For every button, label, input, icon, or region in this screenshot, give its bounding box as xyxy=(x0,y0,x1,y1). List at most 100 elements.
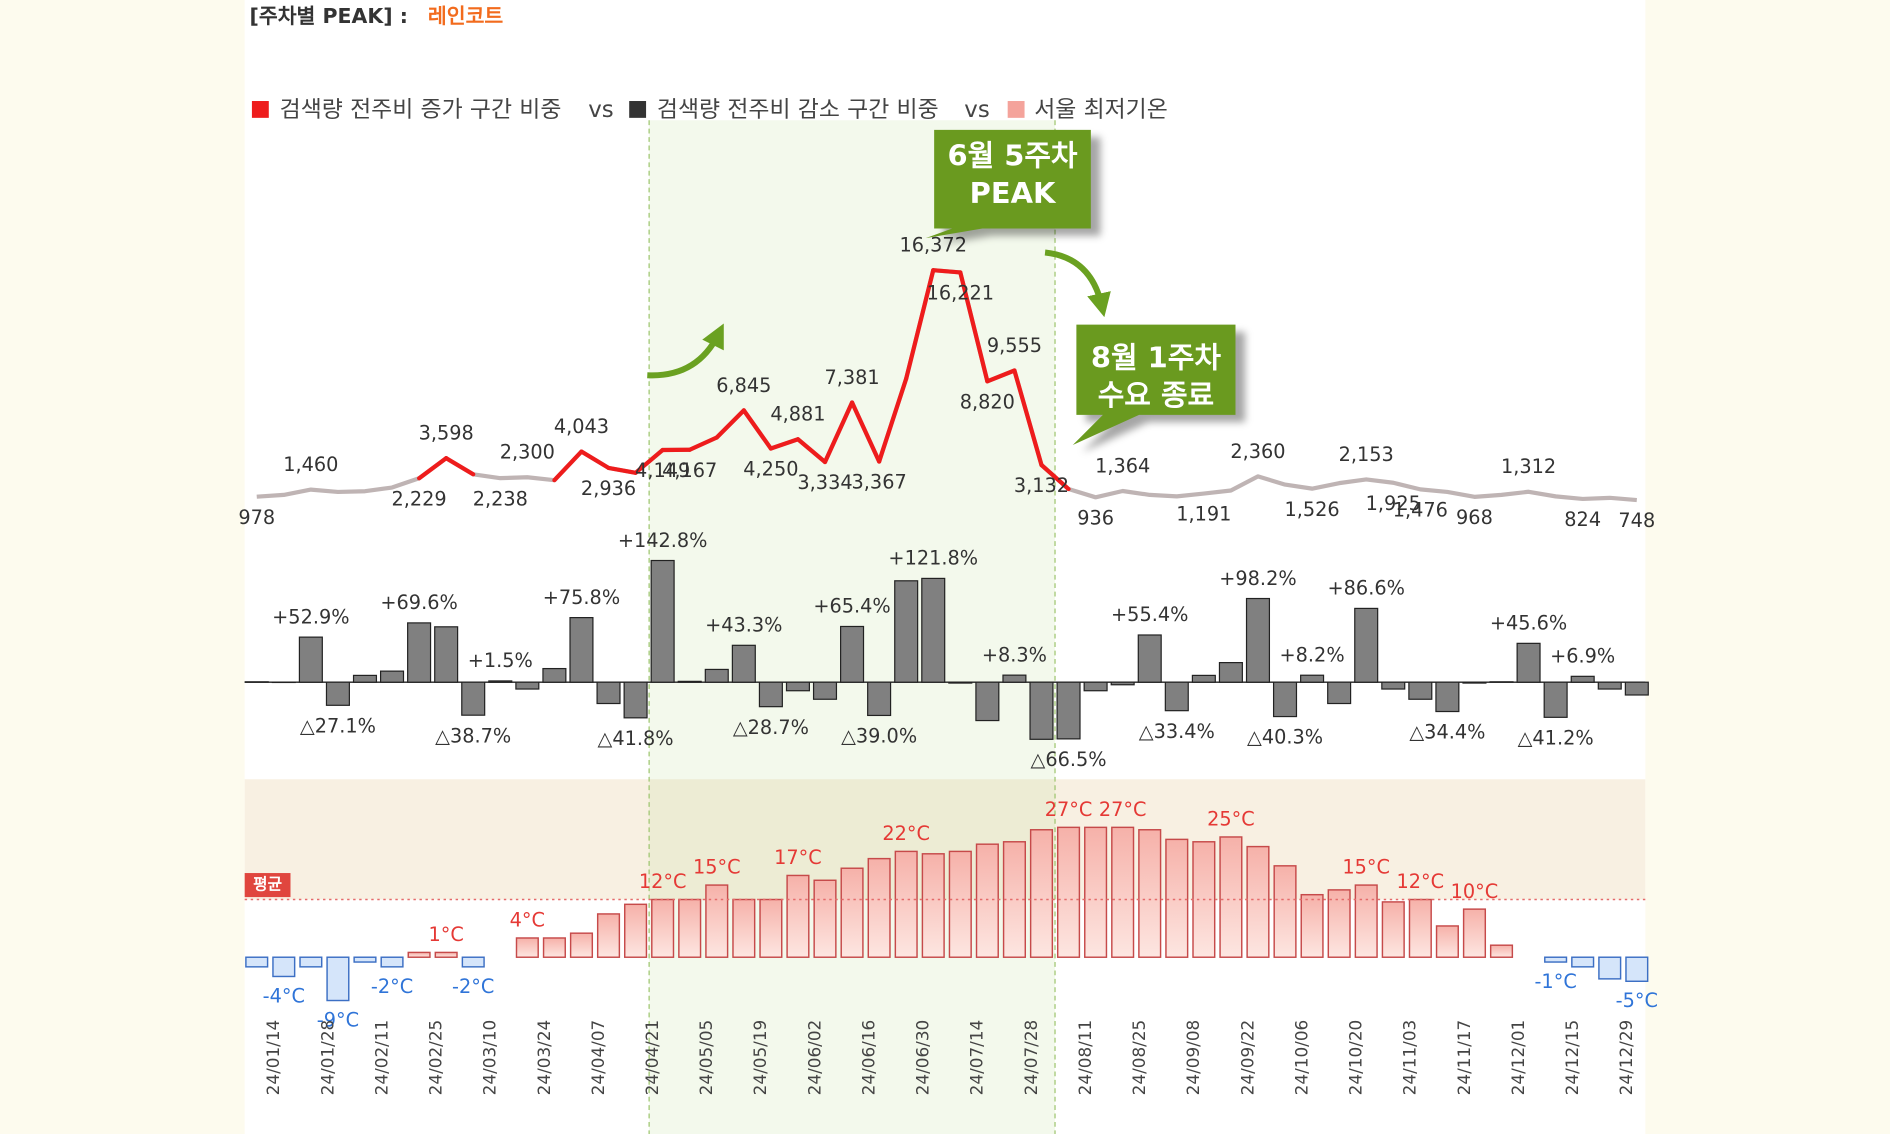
search-line-highlight xyxy=(1012,368,1044,468)
temp-bar xyxy=(1489,944,1514,958)
temp-bar xyxy=(1408,898,1432,958)
data-label: 4,881 xyxy=(770,403,825,426)
data-label: 4°C xyxy=(510,909,545,932)
bar xyxy=(542,667,567,683)
search-line-highlight xyxy=(1039,462,1071,492)
temp-bar xyxy=(1084,826,1108,958)
data-label: 4,149 xyxy=(635,459,690,482)
bar xyxy=(379,670,405,683)
bar xyxy=(623,681,648,719)
data-label: +75.8% xyxy=(543,586,620,609)
bar xyxy=(1327,681,1352,705)
data-label: 8,820 xyxy=(960,390,1015,413)
bar xyxy=(921,577,946,683)
bar xyxy=(1191,674,1216,683)
temp-bar xyxy=(1381,901,1405,958)
bar xyxy=(434,626,459,683)
temp-bar xyxy=(1029,829,1054,958)
data-label: +8.2% xyxy=(1280,643,1345,666)
temp-bar xyxy=(759,898,783,958)
x-tick-label: 24/09/22 xyxy=(1237,1020,1257,1096)
bar xyxy=(975,681,1000,722)
data-label: +142.8% xyxy=(618,529,708,552)
temp-bar xyxy=(1354,884,1378,958)
data-label: -5°C xyxy=(1616,989,1658,1012)
data-label: 1,925 xyxy=(1366,492,1421,515)
temp-bar xyxy=(1165,838,1189,958)
temp-bar xyxy=(1435,925,1459,958)
bar xyxy=(840,625,865,683)
temp-bar xyxy=(1246,845,1270,958)
data-label: +86.6% xyxy=(1328,577,1405,600)
temp-bar xyxy=(732,898,756,958)
data-label: 3,132 xyxy=(1014,474,1069,497)
chart-title: [주차별 PEAK] : xyxy=(250,4,408,28)
bar xyxy=(407,622,432,683)
search-line-highlight xyxy=(877,376,909,464)
data-label: △33.4% xyxy=(1139,720,1215,743)
bar xyxy=(1137,634,1162,683)
x-tick-label: 24/11/03 xyxy=(1400,1020,1420,1096)
bar xyxy=(1002,674,1027,683)
data-label: 4,043 xyxy=(554,415,609,438)
bar xyxy=(325,681,350,706)
callout xyxy=(925,129,1091,239)
temp-bar xyxy=(569,932,594,958)
data-label: 4,250 xyxy=(743,458,798,481)
temp-bar xyxy=(1138,829,1162,958)
data-label: +69.6% xyxy=(380,591,457,614)
bar xyxy=(650,559,675,683)
temp-bar xyxy=(867,857,891,958)
temp-bar xyxy=(542,937,566,958)
search-line-highlight xyxy=(416,456,449,481)
data-label: 2,300 xyxy=(500,441,555,464)
data-label: 9,555 xyxy=(987,334,1042,357)
bar xyxy=(758,681,783,708)
x-tick-label: 24/03/24 xyxy=(534,1020,554,1096)
data-label: 6,845 xyxy=(716,374,771,397)
x-tick-label: 24/10/20 xyxy=(1346,1020,1366,1096)
search-line-highlight xyxy=(579,449,611,470)
bar xyxy=(1624,681,1649,696)
data-label: 16,372 xyxy=(900,234,967,257)
x-tick-label: 24/06/02 xyxy=(804,1020,824,1096)
data-label: 2,936 xyxy=(581,477,636,500)
temp-bar xyxy=(1625,956,1649,982)
search-line-highlight xyxy=(849,400,882,464)
data-label: +98.2% xyxy=(1219,567,1296,590)
bar xyxy=(1516,642,1541,683)
temp-bar xyxy=(813,879,837,958)
data-label: 3,367 xyxy=(852,471,907,494)
chart-subtitle: 레인코트 xyxy=(428,4,504,28)
x-tick-label: 24/06/30 xyxy=(913,1020,933,1096)
data-label: 3,334 xyxy=(797,471,852,494)
data-label: △40.3% xyxy=(1247,726,1323,749)
bar xyxy=(1029,681,1054,740)
backgrounds xyxy=(244,120,1646,1134)
search-line-highlight xyxy=(552,449,584,483)
callout-text: 6월 5주차 xyxy=(947,139,1078,173)
temp-bar xyxy=(1544,956,1568,963)
bar xyxy=(1245,597,1271,683)
bar xyxy=(677,680,702,683)
arrow xyxy=(647,323,724,379)
bar xyxy=(1300,674,1325,683)
temp-bar xyxy=(1598,956,1622,980)
data-label: 1,191 xyxy=(1176,503,1231,526)
data-label: -4°C xyxy=(263,984,305,1007)
data-label: △38.7% xyxy=(435,724,511,747)
x-tick-label: 24/04/07 xyxy=(588,1020,608,1096)
data-label: +65.4% xyxy=(813,595,890,618)
legend-swatch xyxy=(629,101,647,118)
temp-bar xyxy=(921,853,945,958)
legend-label: 검색량 전주비 증가 구간 비중 xyxy=(280,97,562,123)
search-line-highlight xyxy=(822,400,855,465)
bar xyxy=(894,580,919,683)
temp-bar xyxy=(1273,865,1297,958)
temp-bar xyxy=(1462,908,1487,958)
bar xyxy=(1435,681,1460,713)
temp-bar xyxy=(326,956,350,1002)
data-label: 12°C xyxy=(1397,870,1445,893)
temp-bar xyxy=(705,884,729,958)
temp-bar xyxy=(299,956,323,968)
